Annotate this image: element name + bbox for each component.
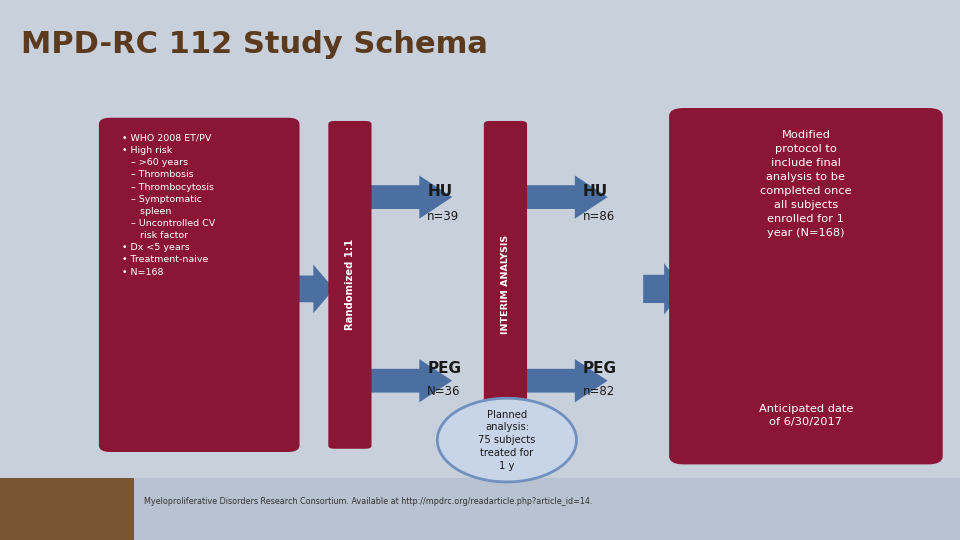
Polygon shape [643,263,684,314]
FancyBboxPatch shape [328,121,372,449]
Text: Myeloproliferative Disorders Research Consortium. Available at http://mpdrc.org/: Myeloproliferative Disorders Research Co… [144,497,592,505]
Ellipse shape [437,399,576,482]
FancyBboxPatch shape [99,118,300,452]
Text: Planned
analysis:
75 subjects
treated for
1 y: Planned analysis: 75 subjects treated fo… [478,409,536,471]
Bar [0,478,960,540]
Text: Modified
protocol to
include final
analysis to be
completed once
all subjects
en: Modified protocol to include final analy… [760,130,852,238]
Polygon shape [521,359,608,402]
Polygon shape [288,265,334,313]
Bar [0,478,134,540]
Text: Anticipated date
of 6/30/2017: Anticipated date of 6/30/2017 [758,404,853,427]
Text: Randomized 1:1: Randomized 1:1 [345,239,355,330]
Text: HU: HU [583,184,608,199]
Polygon shape [521,176,608,219]
Polygon shape [366,176,452,219]
Polygon shape [366,359,452,402]
Text: n=39: n=39 [427,210,460,222]
Text: INTERIM ANALYSIS: INTERIM ANALYSIS [501,235,510,334]
Text: n=86: n=86 [583,210,615,222]
Text: N=36: N=36 [427,385,461,398]
Text: PEG: PEG [583,361,616,376]
Text: MPD-RC 112 Study Schema: MPD-RC 112 Study Schema [21,30,488,59]
FancyBboxPatch shape [669,108,943,464]
Text: • WHO 2008 ET/PV
• High risk
   – >60 years
   – Thrombosis
   – Thrombocytosis
: • WHO 2008 ET/PV • High risk – >60 years… [122,134,215,276]
Text: PEG: PEG [427,361,461,376]
Text: n=82: n=82 [583,385,615,398]
FancyBboxPatch shape [484,121,527,449]
Text: HU: HU [427,184,452,199]
